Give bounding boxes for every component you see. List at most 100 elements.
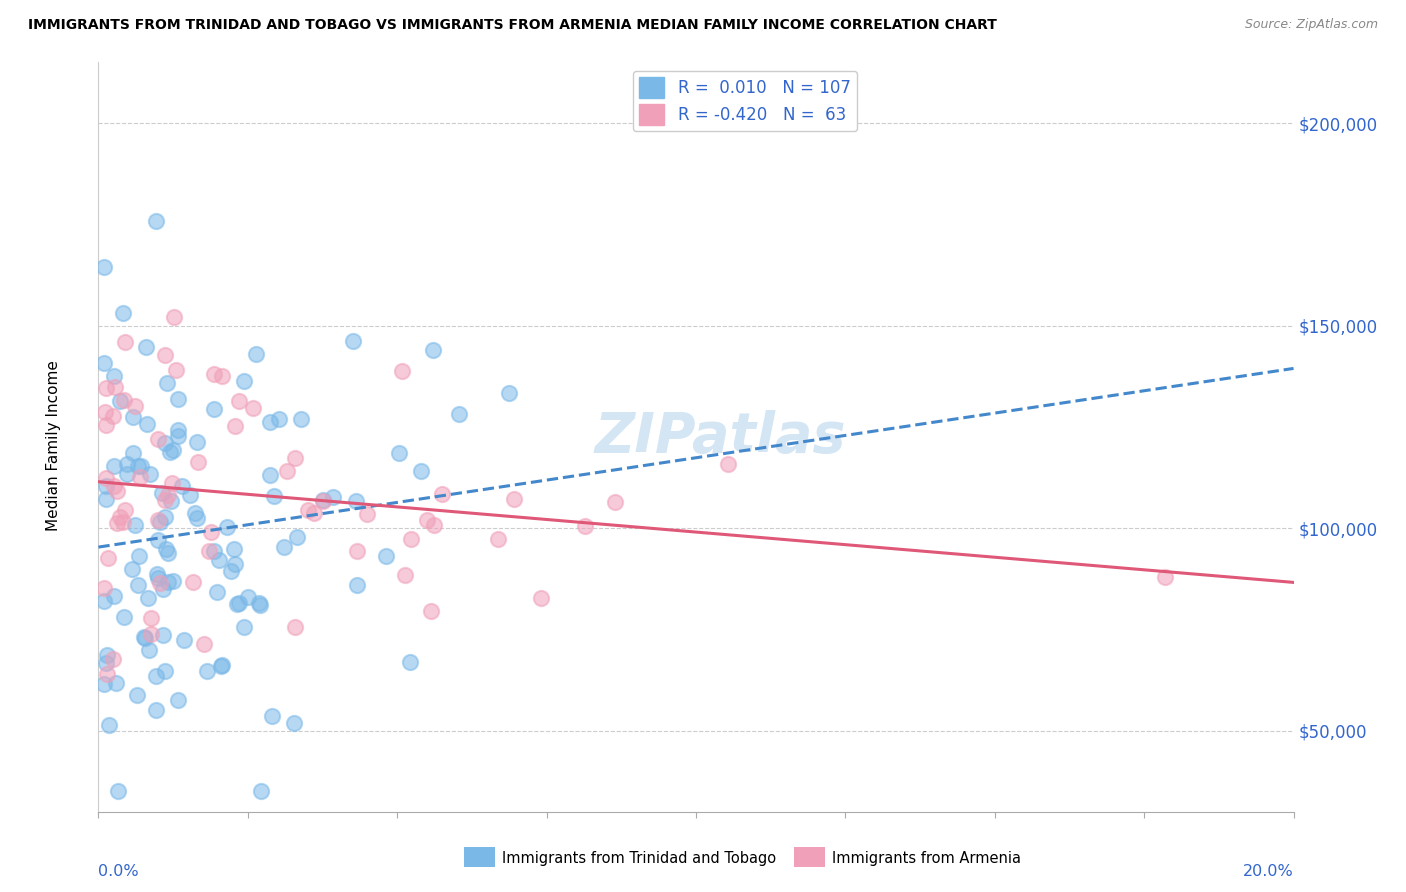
Point	[247, 596, 270, 610]
Point	[149, 515, 172, 529]
Point	[211, 368, 233, 383]
Point	[173, 632, 195, 647]
Text: 20.0%: 20.0%	[1243, 864, 1294, 880]
Point	[259, 467, 281, 482]
Point	[242, 401, 264, 415]
Point	[356, 507, 378, 521]
Point	[423, 517, 446, 532]
Point	[136, 417, 159, 431]
Point	[215, 520, 238, 534]
Point	[717, 457, 740, 471]
Point	[574, 518, 596, 533]
Point	[322, 491, 344, 505]
Point	[290, 412, 312, 426]
Point	[96, 648, 118, 662]
Point	[104, 676, 127, 690]
Point	[122, 409, 145, 424]
Point	[209, 659, 232, 673]
Point	[112, 610, 135, 624]
Point	[179, 488, 201, 502]
Point	[111, 516, 134, 530]
Text: Source: ZipAtlas.com: Source: ZipAtlas.com	[1244, 18, 1378, 31]
Point	[224, 541, 246, 556]
Point	[127, 577, 149, 591]
Point	[112, 306, 135, 320]
Point	[232, 620, 254, 634]
Point	[170, 478, 193, 492]
Point	[503, 491, 526, 506]
Point	[221, 564, 243, 578]
Point	[136, 591, 159, 606]
Point	[162, 442, 184, 457]
Point	[283, 716, 305, 731]
Point	[167, 428, 190, 442]
Point	[93, 581, 115, 595]
Point	[162, 574, 184, 589]
Text: ZIPatlas: ZIPatlas	[595, 410, 845, 464]
Point	[156, 487, 179, 501]
Point	[156, 574, 179, 589]
Point	[138, 642, 160, 657]
Point	[108, 510, 131, 524]
Point	[153, 348, 176, 362]
Point	[157, 546, 180, 560]
Point	[224, 558, 246, 572]
Point	[145, 668, 167, 682]
Point	[134, 631, 156, 645]
Point	[267, 412, 290, 426]
Point	[103, 478, 125, 492]
Point	[146, 513, 169, 527]
Point	[127, 458, 149, 473]
Point	[135, 340, 157, 354]
Point	[105, 516, 128, 530]
Point	[105, 483, 128, 498]
Point	[181, 575, 204, 590]
Legend: R =  0.010   N = 107, R = -0.420   N =  63: R = 0.010 N = 107, R = -0.420 N = 63	[633, 70, 858, 131]
Point	[399, 532, 422, 546]
Point	[101, 652, 124, 666]
Point	[311, 492, 333, 507]
Point	[187, 455, 209, 469]
Point	[284, 450, 307, 465]
Point	[128, 549, 150, 563]
Point	[149, 575, 172, 590]
Point	[228, 597, 250, 611]
Point	[97, 718, 120, 732]
Point	[342, 334, 364, 349]
Point	[202, 367, 225, 381]
Point	[344, 494, 367, 508]
Point	[236, 591, 259, 605]
Point	[419, 604, 441, 618]
Point	[148, 571, 170, 585]
Point	[186, 511, 208, 525]
Point	[141, 611, 163, 625]
Point	[447, 407, 470, 421]
Text: Median Family Income: Median Family Income	[46, 360, 60, 532]
Point	[121, 562, 143, 576]
Point	[416, 513, 439, 527]
Point	[167, 392, 190, 407]
Point	[93, 356, 115, 370]
Point	[198, 544, 221, 558]
Point	[346, 578, 368, 592]
Point	[155, 492, 177, 507]
Point	[160, 494, 183, 508]
Point	[276, 464, 298, 478]
Point	[263, 489, 285, 503]
Text: IMMIGRANTS FROM TRINIDAD AND TOBAGO VS IMMIGRANTS FROM ARMENIA MEDIAN FAMILY INC: IMMIGRANTS FROM TRINIDAD AND TOBAGO VS I…	[28, 18, 997, 32]
Point	[114, 392, 136, 407]
Point	[96, 471, 118, 485]
Text: Immigrants from Trinidad and Tobago: Immigrants from Trinidad and Tobago	[502, 851, 776, 865]
Point	[409, 464, 432, 478]
Point	[394, 568, 416, 582]
Point	[117, 457, 139, 471]
Point	[129, 469, 152, 483]
Point	[93, 260, 115, 275]
Point	[145, 703, 167, 717]
Point	[152, 582, 174, 596]
Point	[195, 665, 218, 679]
Point	[249, 599, 271, 613]
Point	[422, 343, 444, 357]
Point	[312, 494, 335, 508]
Point	[193, 637, 215, 651]
